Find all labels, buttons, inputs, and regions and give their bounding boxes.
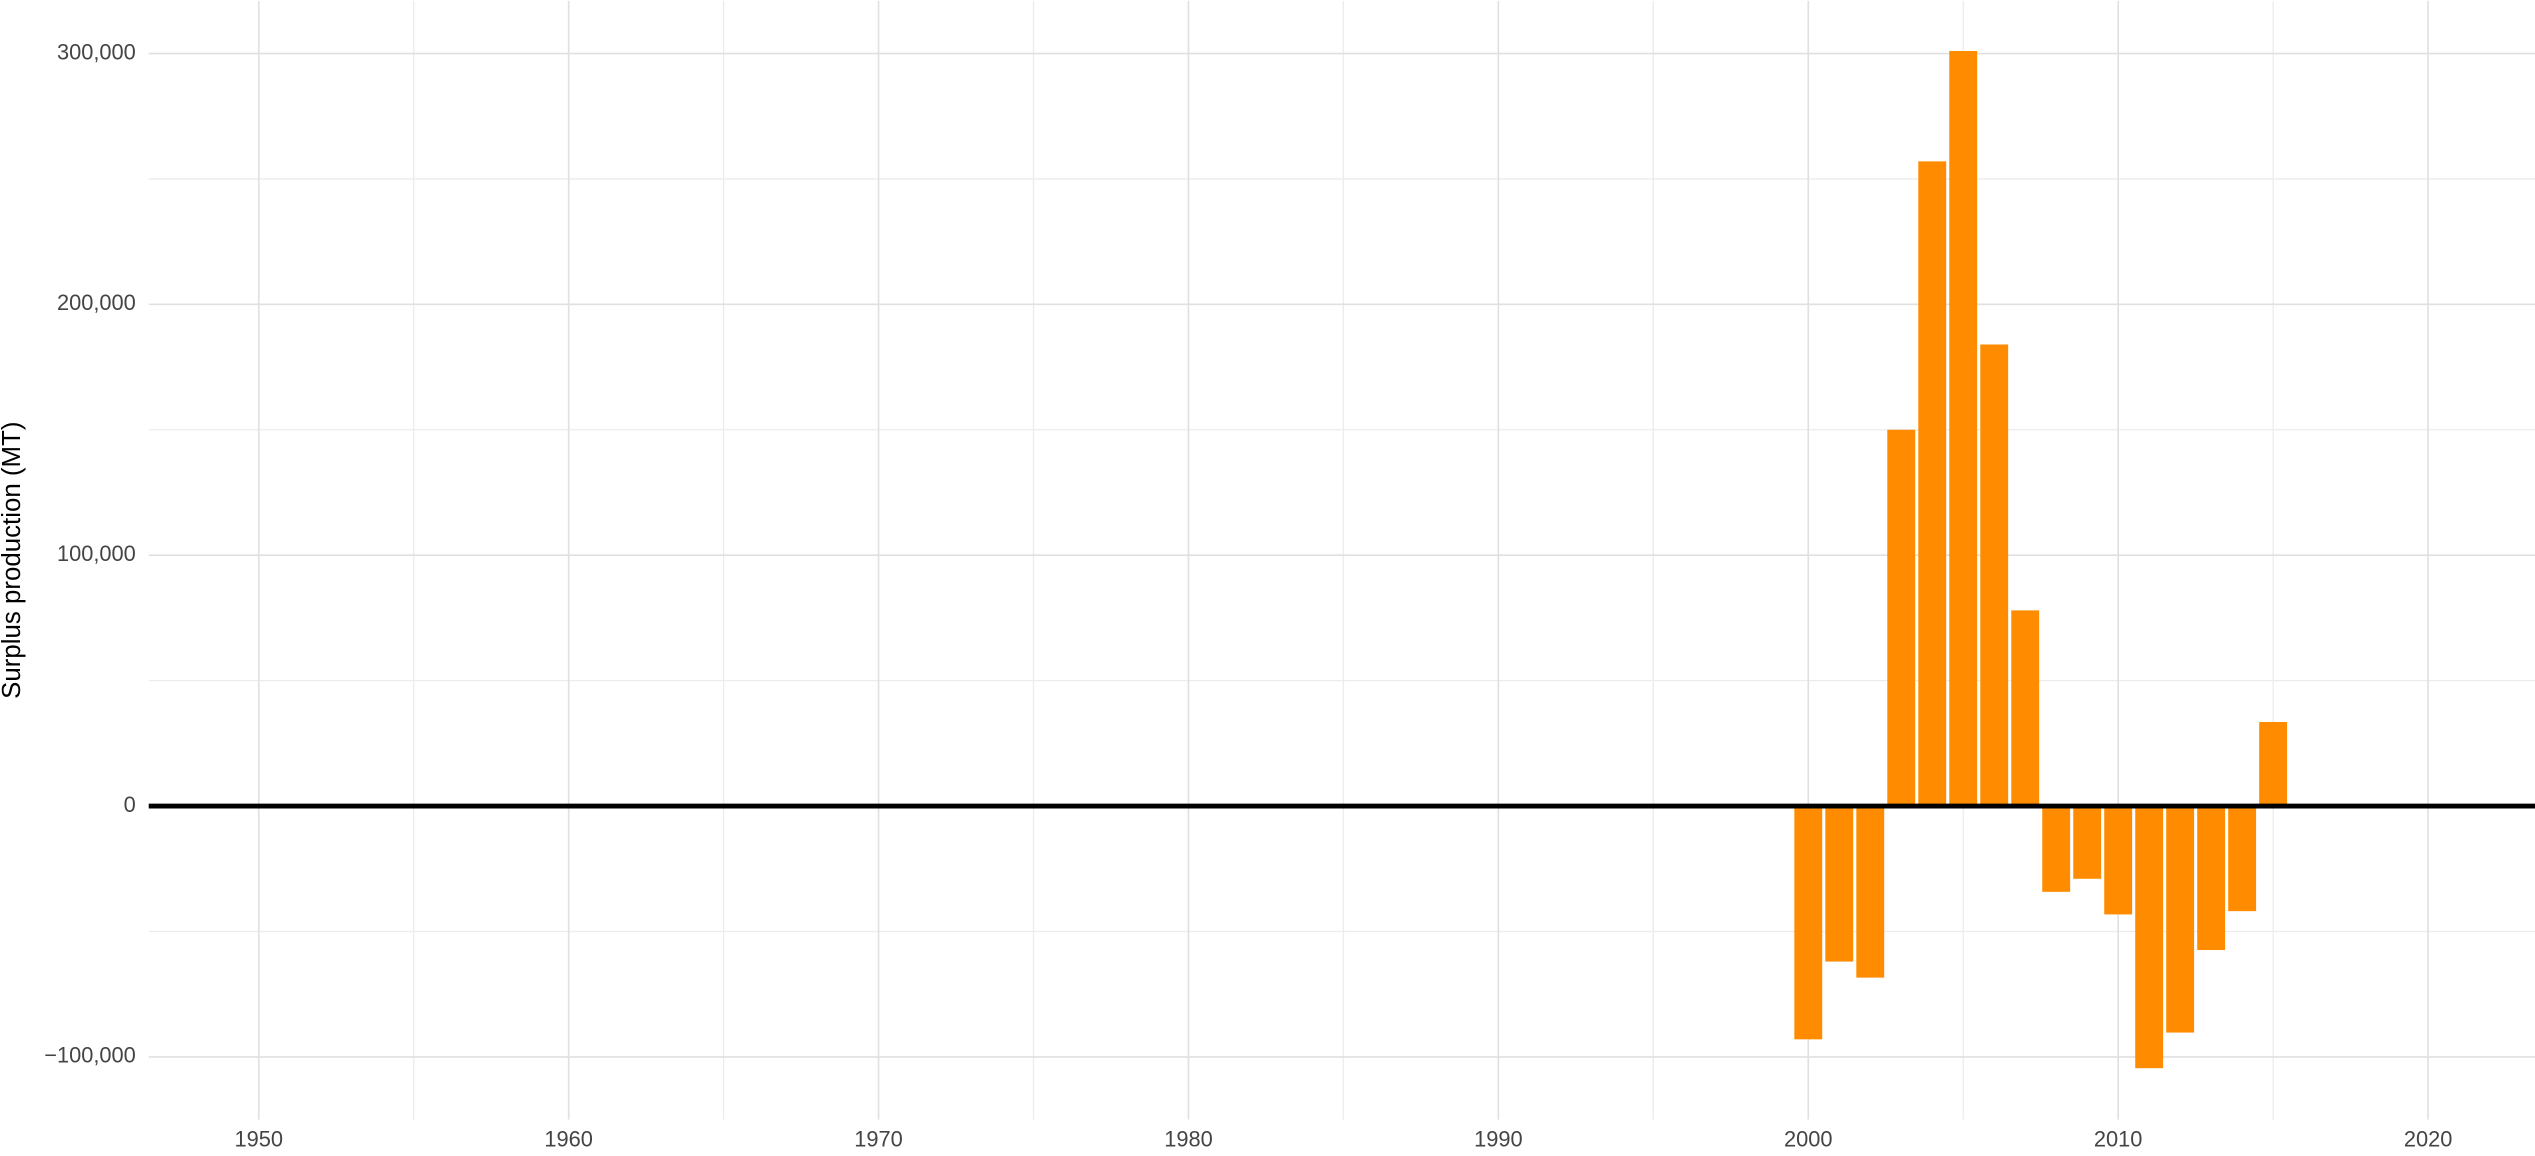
x-tick-label: 2020 xyxy=(2404,1126,2453,1151)
y-tick-label: −100,000 xyxy=(44,1043,136,1068)
bar xyxy=(1794,806,1823,1040)
bar xyxy=(1825,806,1854,962)
y-tick-label: 100,000 xyxy=(57,541,136,566)
x-tick-label: 1980 xyxy=(1164,1126,1213,1151)
x-tick-label: 1960 xyxy=(544,1126,593,1151)
x-tick-label: 1970 xyxy=(854,1126,903,1151)
bar xyxy=(2011,610,2040,807)
bar xyxy=(2197,806,2226,951)
bar xyxy=(2166,806,2195,1033)
y-axis-label: Surplus production (MT) xyxy=(0,422,26,699)
x-tick-label: 2010 xyxy=(2094,1126,2143,1151)
bar xyxy=(2228,806,2257,912)
y-tick-label: 0 xyxy=(124,792,136,817)
bar xyxy=(1980,344,2009,807)
y-tick-label: 200,000 xyxy=(57,290,136,315)
bar xyxy=(1918,161,1947,807)
x-tick-label: 1990 xyxy=(1474,1126,1523,1151)
bar xyxy=(2104,806,2133,915)
bar xyxy=(1887,429,1916,807)
bar xyxy=(2259,722,2288,807)
x-tick-label: 1950 xyxy=(234,1126,283,1151)
x-tick-label: 2000 xyxy=(1784,1126,1833,1151)
bar xyxy=(2135,806,2164,1069)
bar xyxy=(1856,806,1885,978)
y-tick-label: 300,000 xyxy=(57,39,136,64)
bar xyxy=(1949,51,1978,807)
bar xyxy=(2042,806,2071,892)
bar xyxy=(2073,806,2102,879)
